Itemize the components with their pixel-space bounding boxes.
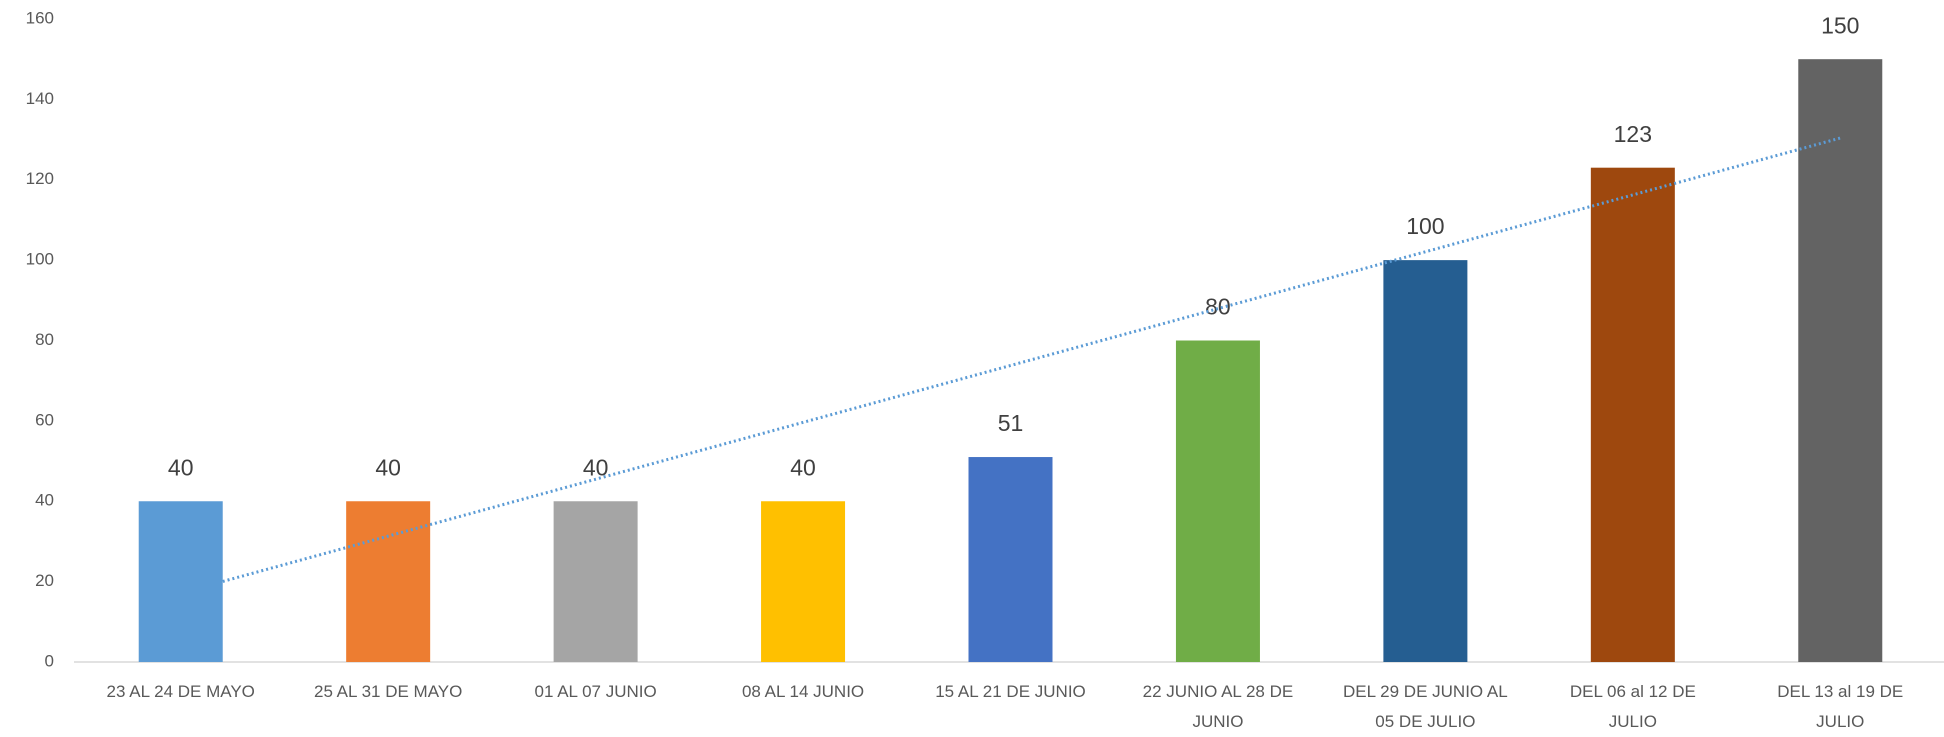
y-tick-label: 100 bbox=[26, 250, 54, 269]
x-tick-label: 15 AL 21 DE JUNIO bbox=[935, 682, 1086, 701]
bar bbox=[138, 501, 223, 662]
bar bbox=[553, 501, 638, 662]
x-tick-label: DEL 06 al 12 DE JULIO bbox=[1570, 682, 1696, 731]
bar bbox=[761, 501, 846, 662]
y-tick-label: 60 bbox=[35, 410, 54, 429]
y-tick-label: 160 bbox=[26, 8, 54, 27]
data-label: 123 bbox=[1614, 121, 1652, 147]
y-tick-label: 140 bbox=[26, 89, 54, 108]
x-tick-label: 25 AL 31 DE MAYO bbox=[314, 682, 462, 701]
data-label: 40 bbox=[375, 454, 401, 480]
bar bbox=[1798, 59, 1883, 662]
data-label: 40 bbox=[168, 454, 194, 480]
x-tick-label: DEL 29 DE JUNIO AL 05 DE JULIO bbox=[1343, 682, 1508, 731]
y-tick-label: 80 bbox=[35, 330, 54, 349]
y-tick-label: 0 bbox=[45, 651, 54, 670]
y-tick-label: 40 bbox=[35, 491, 54, 510]
x-tick-label: 08 AL 14 JUNIO bbox=[742, 682, 864, 701]
data-label: 40 bbox=[790, 454, 816, 480]
bar bbox=[346, 501, 431, 662]
y-tick-label: 120 bbox=[26, 169, 54, 188]
bar bbox=[1175, 340, 1260, 662]
x-tick-label: DEL 13 al 19 DE JULIO bbox=[1777, 682, 1903, 731]
x-tick-label: 22 JUNIO AL 28 DE JUNIO bbox=[1143, 682, 1294, 731]
x-tick-label: 01 AL 07 JUNIO bbox=[535, 682, 657, 701]
data-label: 51 bbox=[998, 410, 1024, 436]
data-label: 100 bbox=[1406, 213, 1444, 239]
data-label: 150 bbox=[1821, 12, 1859, 38]
y-tick-label: 20 bbox=[35, 571, 54, 590]
bar bbox=[1590, 167, 1675, 662]
x-tick-label: 23 AL 24 DE MAYO bbox=[107, 682, 255, 701]
bar bbox=[1383, 260, 1468, 662]
bar bbox=[968, 457, 1053, 662]
